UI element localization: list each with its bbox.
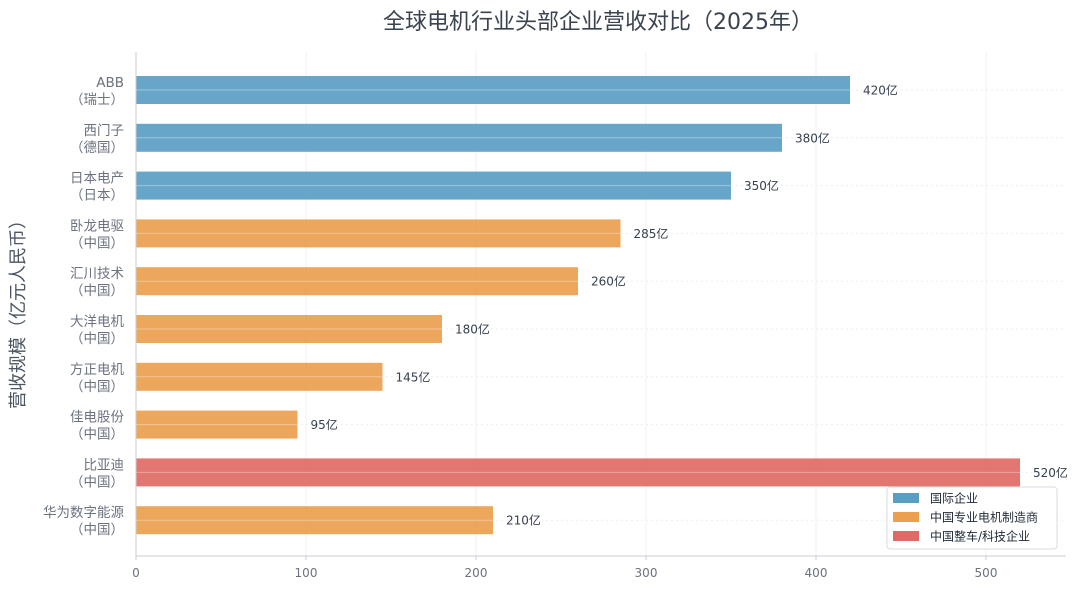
value-label-5: 180亿 <box>455 322 490 337</box>
bar-9 <box>136 506 493 535</box>
value-label-6: 145亿 <box>396 369 431 384</box>
bar-6 <box>136 362 383 391</box>
value-label-0: 420亿 <box>863 83 898 98</box>
bar-7 <box>136 410 298 439</box>
x-tick-label-4: 400 <box>805 566 828 580</box>
category-region-3: （中国） <box>70 235 124 251</box>
axes: 0 100 200 300 400 500 <box>132 52 1066 580</box>
category-region-8: （中国） <box>70 474 124 490</box>
category-label-5: 大洋电机 <box>70 314 124 330</box>
category-label-1: 西门子 <box>84 123 125 139</box>
bar-8 <box>136 458 1020 487</box>
bar-4 <box>136 267 578 296</box>
chart-title: 全球电机行业头部企业营收对比（2025年） <box>383 10 813 35</box>
category-label-3: 卧龙电驱 <box>70 218 124 234</box>
bar-1 <box>136 123 782 152</box>
category-label-9: 华为数字能源 <box>43 505 124 521</box>
category-region-9: （中国） <box>70 522 124 538</box>
x-tick-label-2: 200 <box>465 566 488 580</box>
legend-swatch-2 <box>893 531 919 541</box>
category-label-4: 汇川技术 <box>70 266 124 282</box>
x-tick-label-3: 300 <box>635 566 658 580</box>
value-label-8: 520亿 <box>1033 465 1068 480</box>
value-label-4: 260亿 <box>591 274 626 289</box>
legend-swatch-0 <box>893 493 919 503</box>
bar-2 <box>136 171 731 200</box>
value-label-7: 95亿 <box>311 417 338 432</box>
x-tick-label-5: 500 <box>975 566 998 580</box>
x-tick-label-0: 0 <box>132 566 140 580</box>
legend-label-0: 国际企业 <box>930 491 978 506</box>
category-label-7: 佳电股份 <box>70 410 124 426</box>
category-region-7: （中国） <box>70 427 124 443</box>
value-label-9: 210亿 <box>506 513 541 528</box>
legend-box <box>886 486 1058 550</box>
category-region-1: （德国） <box>70 140 124 156</box>
x-tick-label-1: 100 <box>295 566 318 580</box>
category-region-0: （瑞士） <box>70 92 124 108</box>
labels: 420亿 ABB（瑞士） 380亿 西门子（德国） 350亿 日本电产（日本） 285亿 卧龙… <box>43 75 1068 538</box>
category-label-0: ABB <box>96 75 124 91</box>
category-region-4: （中国） <box>70 283 124 299</box>
category-label-6: 方正电机 <box>70 362 124 378</box>
category-region-5: （中国） <box>70 331 124 347</box>
legend-swatch-1 <box>893 512 919 522</box>
category-region-6: （中国） <box>70 379 124 395</box>
bars <box>136 76 1020 535</box>
legend-label-1: 中国专业电机制造商 <box>930 510 1038 525</box>
legend-label-2: 中国整车/科技企业 <box>930 529 1030 544</box>
value-label-3: 285亿 <box>634 226 669 241</box>
y-axis-label: 营收规模（亿元人民币） <box>8 211 29 409</box>
category-region-2: （日本） <box>70 188 124 204</box>
value-label-2: 350亿 <box>744 178 779 193</box>
bar-0 <box>136 76 850 104</box>
bar-3 <box>136 219 621 248</box>
category-label-2: 日本电产 <box>70 171 124 187</box>
bar-5 <box>136 315 442 343</box>
category-label-8: 比亚迪 <box>84 457 125 473</box>
value-label-1: 380亿 <box>795 130 830 145</box>
